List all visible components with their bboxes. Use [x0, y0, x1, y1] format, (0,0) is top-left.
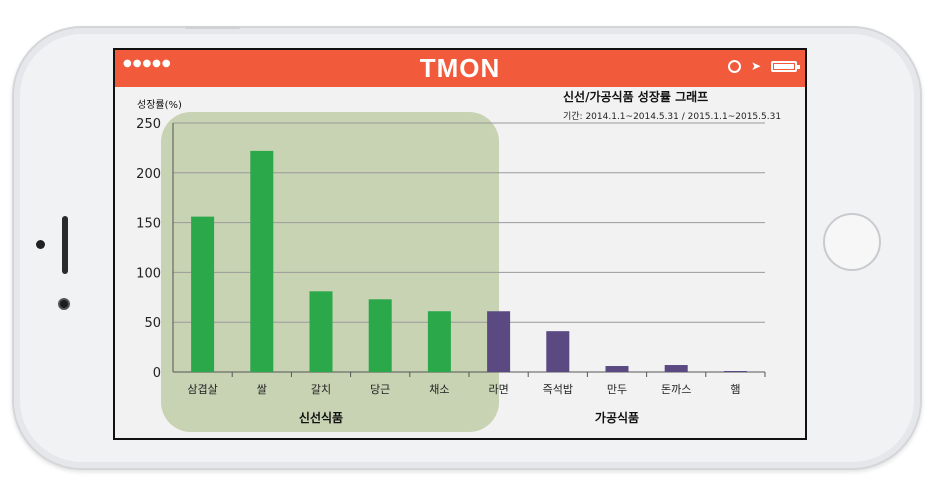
chart-title: 신선/가공식품 성장률 그래프 — [563, 90, 709, 104]
bar-10 — [723, 371, 747, 373]
group-label: 신선식품 — [299, 410, 343, 425]
phone-speaker — [62, 216, 68, 274]
phone-sensor — [36, 240, 45, 249]
bar-1 — [191, 216, 215, 372]
chart-period: 기간: 2014.1.1~2014.5.31 / 2015.1.1~2015.5… — [563, 112, 782, 122]
bar-7 — [546, 331, 570, 372]
phone-camera — [58, 298, 70, 310]
x-tick-label: 돈까스 — [661, 383, 691, 396]
y-tick-label: 50 — [144, 316, 161, 331]
x-tick-label: 당근 — [370, 383, 390, 396]
bar-6 — [487, 311, 511, 372]
phone-screen: ●●●●● TMON ➤ 신선/가공식품 성장률 그래프 기간: 2014.1.… — [113, 48, 807, 440]
x-tick-label: 만두 — [607, 383, 627, 396]
x-tick-label: 채소 — [429, 383, 449, 396]
y-tick-label: 100 — [136, 266, 161, 281]
group-label: 가공식품 — [595, 410, 639, 425]
bar-8 — [605, 366, 629, 372]
bar-5 — [427, 311, 451, 372]
x-tick-label: 즉석밥 — [543, 383, 573, 396]
location-arrow-icon: ➤ — [750, 59, 761, 73]
x-tick-label: 갈치 — [311, 382, 331, 396]
signal-indicator: ●●●●● — [123, 58, 172, 69]
x-tick-label: 라면 — [488, 383, 508, 396]
rotation-lock-icon — [727, 59, 741, 73]
x-tick-label: 삼겹살 — [187, 383, 217, 396]
x-tick-label: 쌀 — [257, 383, 267, 396]
bar-3 — [309, 291, 333, 372]
y-axis-title: 성장률(%) — [137, 99, 182, 111]
bar-2 — [250, 150, 274, 372]
bar-4 — [368, 299, 392, 372]
growth-bar-chart: 0 50 100 150 200 250 성장률(%) 삼겹살 쌀 갈치 당근 채소 라면 즉석밥 만두 돈까… — [136, 99, 766, 432]
x-tick-label: 햄 — [730, 383, 740, 396]
phone-power-button — [185, 26, 240, 29]
battery-icon — [771, 60, 800, 72]
bar-9 — [664, 365, 688, 372]
status-bar: ●●●●● TMON ➤ — [115, 50, 805, 87]
y-tick-label: 0 — [153, 366, 161, 381]
brand-logo: TMON — [419, 53, 501, 83]
y-tick-label: 250 — [136, 117, 161, 132]
y-tick-label: 150 — [136, 217, 161, 232]
y-tick-label: 200 — [136, 167, 161, 182]
status-icons: ➤ — [727, 59, 800, 73]
home-button[interactable] — [823, 213, 881, 271]
